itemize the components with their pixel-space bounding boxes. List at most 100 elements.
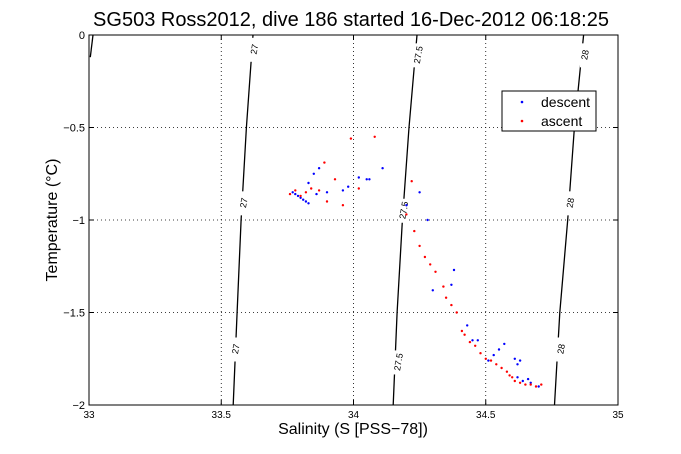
contour-label: 27.5 (392, 352, 405, 371)
ascent-point (505, 370, 509, 373)
descent-point (302, 198, 305, 201)
ascent-point (508, 374, 511, 377)
ascent-point (418, 244, 421, 248)
descent-point (529, 381, 532, 384)
y-tick-label: −1.5 (63, 308, 85, 320)
x-tick-label: 33 (83, 410, 95, 421)
ascent-point (524, 383, 527, 386)
descent-point (418, 191, 421, 194)
contour-label: 27 (249, 43, 261, 55)
x-axis-label: Salinity (S [PSS−78]) (278, 421, 428, 438)
descent-point (294, 192, 297, 196)
legend: descent ascent (501, 90, 597, 132)
contour-label-bg (556, 337, 567, 362)
x-tick-label: 33.5 (212, 410, 232, 421)
descent-point (368, 178, 371, 181)
ascent-point (529, 383, 532, 386)
ascent-point (341, 204, 345, 207)
descent-point (341, 189, 345, 192)
y-tick-label: −1 (72, 215, 85, 227)
contour-label-bg (249, 37, 260, 62)
contour-line (89, 34, 94, 58)
contour-label: 27 (230, 343, 242, 355)
data-points (288, 135, 543, 388)
ascent-point (304, 191, 308, 194)
chart-title: SG503 Ross2012, dive 186 started 16-Dec-… (93, 9, 609, 31)
contour-label: 28 (565, 197, 577, 209)
ascent-point (455, 311, 458, 314)
contour-label-bg (398, 198, 409, 223)
legend-label-descent: descent (541, 94, 590, 110)
descent-point (431, 289, 434, 292)
descent-point (312, 172, 315, 175)
descent-point (476, 339, 479, 342)
ascent-point (460, 329, 464, 333)
ascent-point (294, 189, 297, 192)
descent-point (466, 324, 469, 327)
ascent-point (317, 189, 321, 192)
y-tick-label: −2 (72, 400, 85, 412)
y-tick-label: −0.5 (63, 123, 85, 135)
ascent-point (479, 352, 482, 355)
descent-point (518, 359, 522, 362)
descent-point (304, 200, 308, 203)
descent-point (405, 204, 408, 207)
contour-label-bg (565, 191, 576, 216)
descent-point (426, 218, 429, 222)
ascent-point (323, 161, 326, 164)
ascent-point (468, 340, 472, 344)
ascent-point (310, 187, 313, 190)
contour-label: 28 (579, 49, 591, 61)
ascent-point (349, 137, 353, 140)
contour-label-bg (579, 43, 590, 68)
grid (89, 35, 618, 405)
descent-point (516, 363, 519, 366)
descent-point (471, 339, 474, 342)
y-axis-label: Temperature (°C) (44, 159, 61, 282)
ascent-point (405, 213, 408, 216)
y-axis-ticks: 0 −0.5 −1 −1.5 −2 (63, 30, 618, 412)
descent-point (307, 181, 310, 185)
x-tick-label: 34.5 (476, 410, 496, 421)
ascent-point (474, 344, 477, 347)
descent-point (450, 283, 453, 286)
ascent-point (442, 285, 445, 288)
descent-point (521, 379, 524, 383)
contour-label-bg (230, 337, 241, 362)
descent-point (307, 202, 310, 205)
descent-point (291, 191, 294, 194)
descent-point (365, 178, 368, 181)
ascent-point (357, 187, 360, 190)
ascent-point (429, 263, 432, 266)
descent-point (516, 376, 519, 379)
descent-point (487, 359, 490, 362)
legend-marker-ascent (520, 119, 524, 123)
ascent-point (518, 381, 522, 384)
contour-label-bg (238, 191, 249, 216)
ascent-point (534, 385, 538, 388)
descent-point (497, 348, 501, 351)
ascent-point (423, 255, 427, 259)
ascent-point (450, 303, 453, 307)
ascent-point (333, 178, 337, 181)
ascent-point (444, 296, 448, 299)
ascent-point (511, 376, 514, 379)
descent-point (537, 385, 540, 388)
ascent-point (489, 359, 493, 362)
contour-label: 27.5 (412, 45, 425, 64)
legend-label-ascent: ascent (541, 113, 582, 129)
contour-label: 28 (555, 343, 567, 355)
descent-point (503, 342, 506, 346)
ascent-point (325, 200, 329, 203)
descent-point (381, 167, 384, 170)
descent-point (492, 353, 495, 357)
contour-label-bg (413, 43, 424, 68)
x-tick-label: 34 (348, 410, 360, 421)
descent-point (325, 191, 329, 194)
descent-point (357, 176, 360, 179)
y-tick-label: 0 (79, 30, 85, 42)
ascent-point (410, 180, 413, 183)
ascent-point (540, 383, 543, 386)
ascent-point (463, 333, 466, 336)
